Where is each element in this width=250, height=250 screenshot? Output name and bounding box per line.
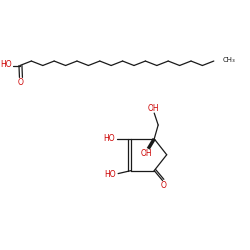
- Text: HO: HO: [0, 60, 12, 69]
- Text: OH: OH: [140, 149, 152, 158]
- Text: HO: HO: [104, 134, 115, 143]
- Text: OH: OH: [148, 104, 159, 113]
- Text: O: O: [160, 181, 166, 190]
- Text: O: O: [18, 78, 24, 87]
- Text: HO: HO: [104, 170, 116, 179]
- Text: CH₃: CH₃: [223, 57, 235, 63]
